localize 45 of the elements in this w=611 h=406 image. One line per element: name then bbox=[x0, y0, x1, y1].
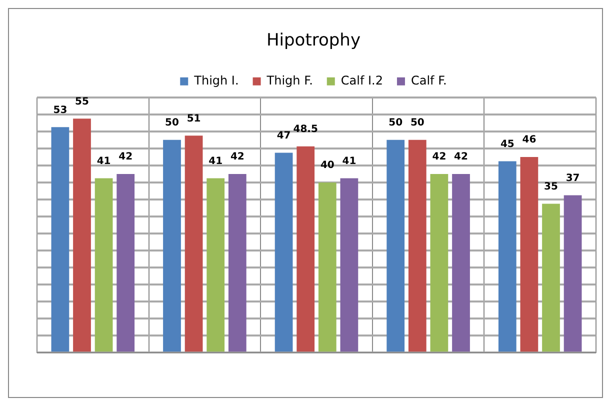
legend-label: Thigh F. bbox=[266, 74, 313, 88]
bar bbox=[340, 178, 358, 352]
bar bbox=[184, 136, 203, 352]
data-label: 42 bbox=[432, 152, 446, 163]
data-label: 41 bbox=[342, 156, 356, 167]
bar bbox=[94, 178, 113, 352]
data-label: 45 bbox=[500, 138, 514, 150]
data-label: 41 bbox=[208, 156, 223, 167]
bar bbox=[206, 178, 225, 352]
data-label: 53 bbox=[53, 104, 68, 116]
bar bbox=[274, 152, 293, 352]
bar bbox=[318, 182, 336, 352]
bar bbox=[564, 195, 582, 352]
data-label: 37 bbox=[566, 172, 580, 184]
data-label: 35 bbox=[544, 181, 558, 192]
data-label: 41 bbox=[96, 156, 111, 167]
bar bbox=[408, 140, 426, 352]
data-label: 40 bbox=[320, 160, 334, 172]
bar bbox=[386, 140, 405, 352]
legend-label: Thigh I. bbox=[193, 74, 239, 88]
bar bbox=[542, 204, 560, 352]
data-label: 48.5 bbox=[293, 124, 318, 135]
bar bbox=[228, 174, 246, 352]
data-label: 51 bbox=[186, 113, 201, 124]
bar bbox=[73, 118, 91, 352]
legend-label: Calf I.2 bbox=[340, 74, 383, 88]
bar bbox=[296, 146, 315, 352]
data-label: 47 bbox=[276, 130, 291, 142]
bar bbox=[430, 174, 448, 352]
data-label: 42 bbox=[454, 152, 468, 163]
data-label: 42 bbox=[118, 152, 133, 163]
bar bbox=[498, 161, 516, 352]
data-label: 50 bbox=[165, 118, 179, 129]
data-label: 50 bbox=[388, 118, 403, 129]
bar bbox=[452, 174, 470, 352]
data-label: 46 bbox=[522, 134, 536, 146]
data-label: 42 bbox=[230, 152, 244, 163]
bar bbox=[520, 156, 538, 352]
bar bbox=[116, 174, 135, 352]
data-label: 55 bbox=[75, 96, 89, 108]
bar bbox=[51, 127, 70, 352]
legend-label: Calf F. bbox=[410, 74, 447, 88]
data-label: 50 bbox=[410, 118, 424, 129]
bar bbox=[163, 140, 181, 352]
chart-title: Hipotrophy bbox=[266, 30, 361, 51]
